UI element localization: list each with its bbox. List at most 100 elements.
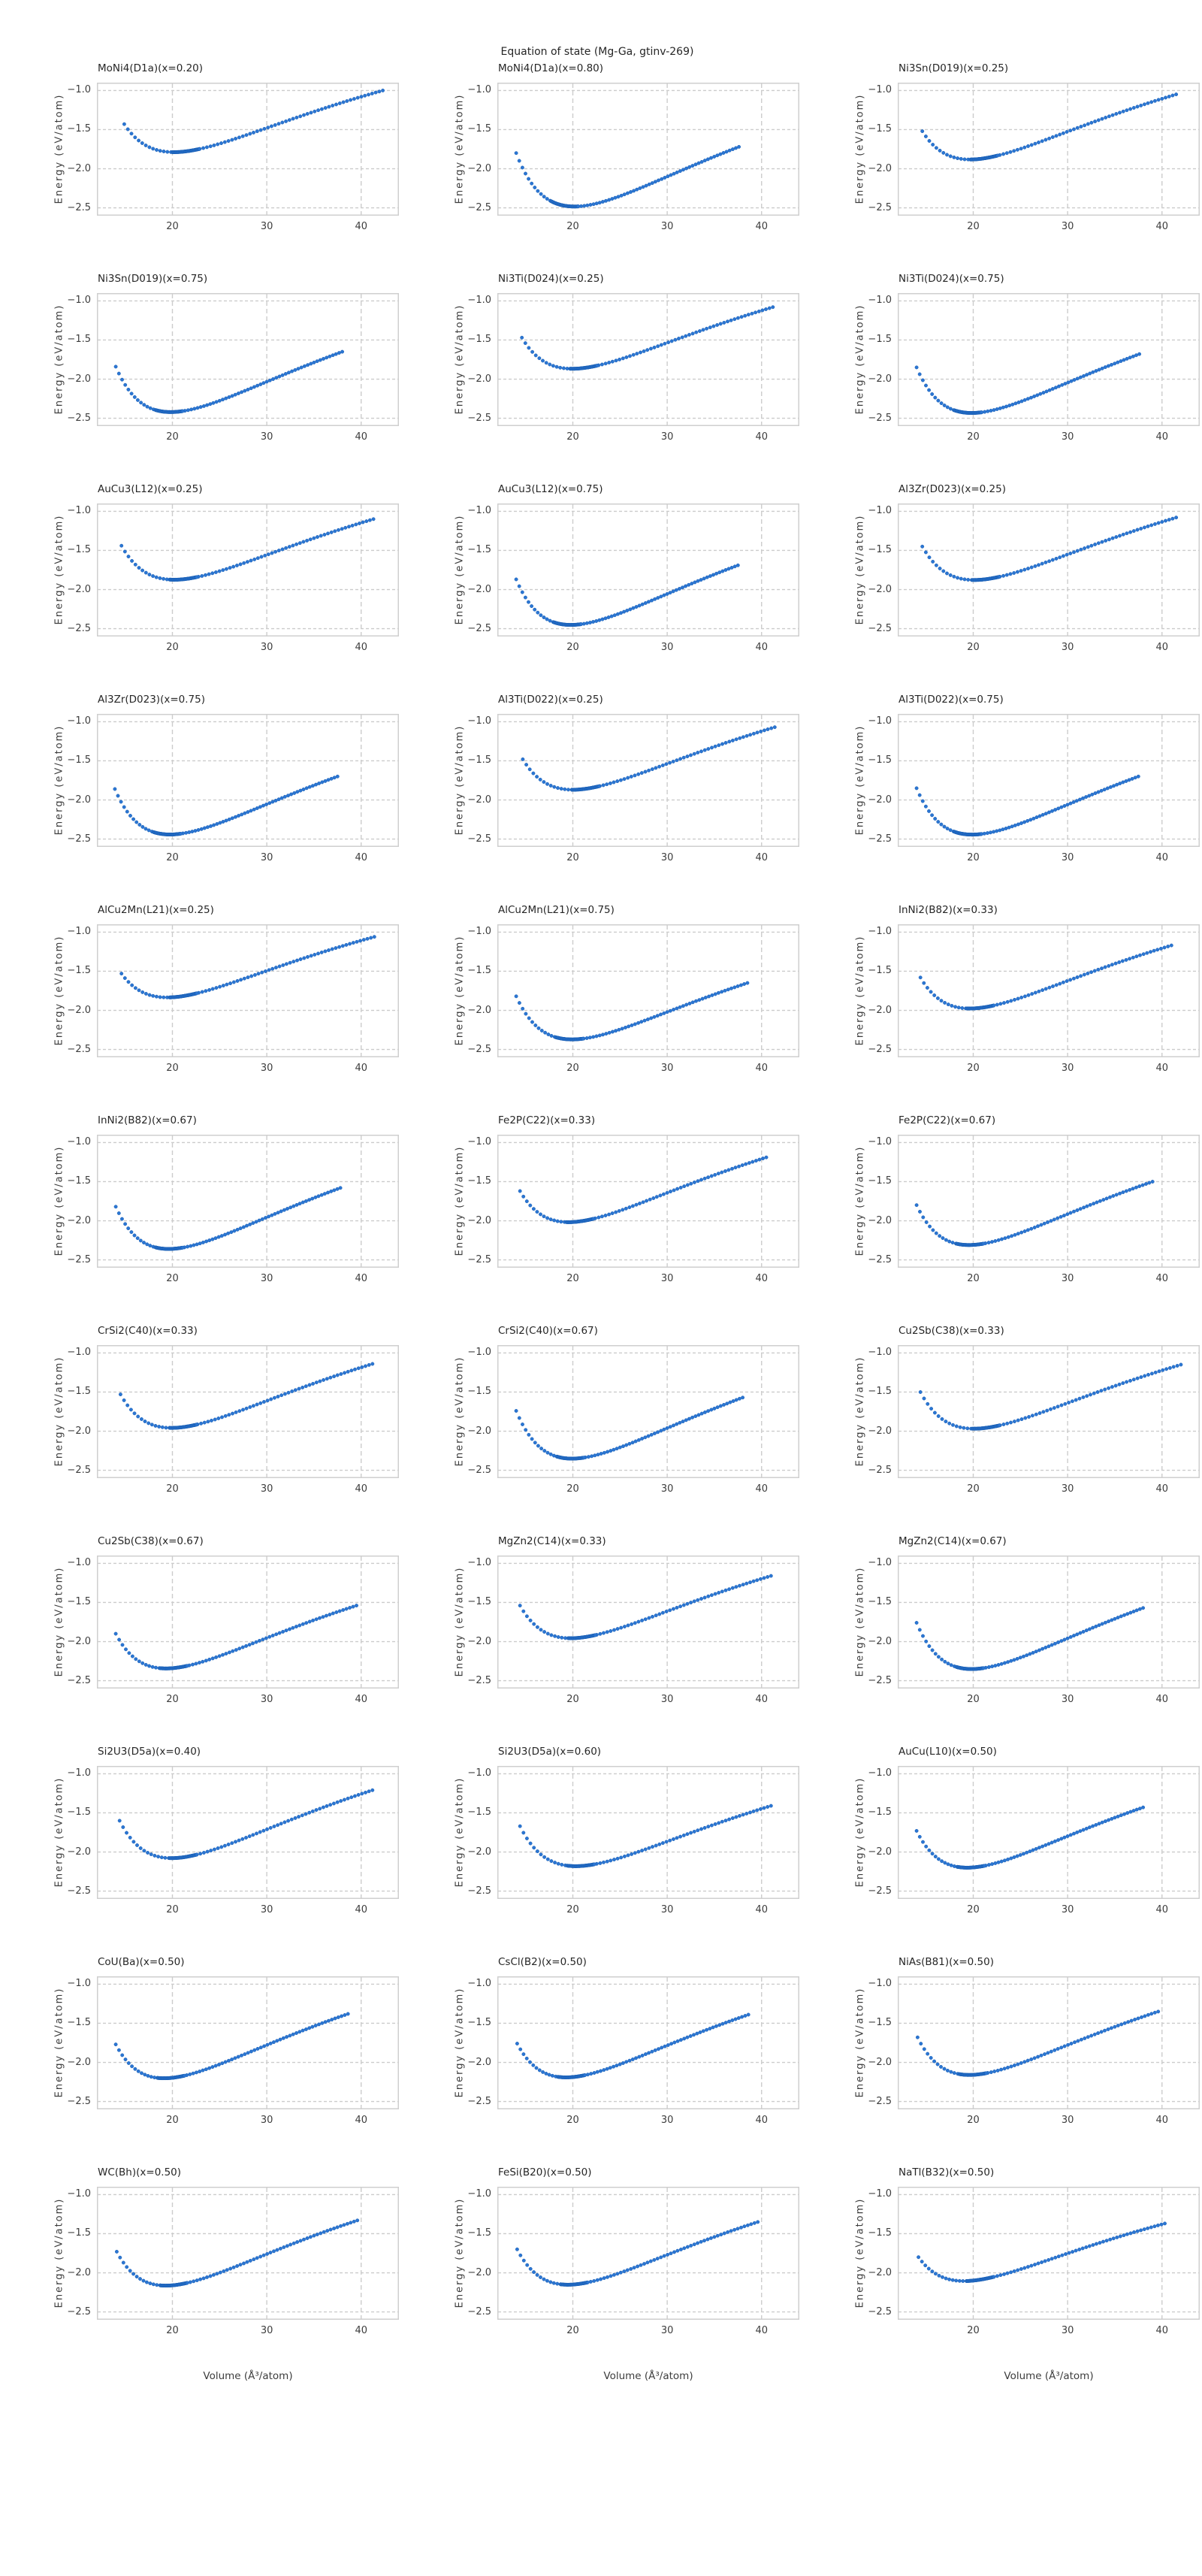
y-tick-label: −1.0 [868,1978,892,1990]
axes-spines [898,503,1200,636]
x-tick-label: 40 [355,1904,368,1915]
x-tick-label: 20 [566,1904,579,1915]
scatter-series [117,1788,375,1861]
scatter-series [114,2218,360,2288]
y-tick-label: −1.5 [67,334,91,346]
y-tick-label: −1.0 [868,715,892,727]
y-axis-label: Energy (eV/atom) [454,514,466,625]
plot-area [497,1976,799,2109]
x-tick-label: 30 [1061,431,1074,443]
x-tick-label: 20 [566,221,579,232]
x-tick-label: 20 [566,2115,579,2126]
eos-subplot: MoNi4(D1a)(x=0.80) Energy (eV/atom) −1.0 −1… [400,51,801,262]
figure-title: Equation of state (Mg-Ga, gtinv-269) [500,46,694,58]
x-tick-label: 30 [260,642,273,653]
plot-area [898,2187,1200,2320]
y-tick-label: −2.0 [868,1214,892,1226]
grid-lines [98,1135,398,1267]
axes-spines [97,924,399,1057]
y-axis-label: Energy (eV/atom) [454,1987,466,2098]
x-tick-label: 30 [260,2115,273,2126]
grid-lines [898,83,1199,215]
axes-spines [898,1766,1200,1899]
y-tick-label: −1.5 [467,2227,491,2239]
grid-lines [898,925,1199,1057]
x-tick-label: 40 [1155,1694,1169,1705]
x-tick-label: 30 [660,221,674,232]
y-tick-label: −2.5 [467,2305,491,2317]
x-tick-label: 30 [660,1273,674,1284]
y-tick-label: −2.0 [868,373,892,385]
y-tick-label: −1.5 [467,334,491,346]
y-tick-label: −1.0 [67,2188,91,2200]
plot-area [97,503,399,636]
grid-lines [898,2187,1199,2319]
subplot-title: Al3Ti(D022)(x=0.75) [898,694,1004,706]
x-tick-label: 30 [260,1904,273,1915]
y-tick-label: −1.0 [868,295,892,307]
grid-lines [98,1977,398,2109]
plot-area [898,83,1200,216]
eos-subplot: MgZn2(C14)(x=0.67) Energy (eV/atom) −1.0 −1… [801,1524,1201,1734]
y-tick-label: −1.5 [67,754,91,766]
x-tick-label: 20 [566,642,579,653]
x-tick-label: 30 [660,1694,674,1705]
plot-area [97,2187,399,2320]
y-tick-label: −1.5 [67,1175,91,1187]
eos-subplot: Al3Ti(D022)(x=0.75) Energy (eV/atom) −1.0 −… [801,682,1201,893]
scatter-series [914,1180,1155,1247]
y-tick-label: −2.5 [467,1043,491,1055]
y-axis-label: Energy (eV/atom) [854,1145,866,1256]
grid-lines [898,715,1199,846]
y-tick-label: −2.0 [467,1635,491,1647]
y-tick-label: −2.5 [868,1043,892,1055]
y-tick-label: −2.0 [467,1004,491,1016]
y-axis-label: Energy (eV/atom) [53,1145,65,1256]
scatter-series [515,2012,750,2079]
axes-spines [497,1766,799,1899]
y-tick-label: −1.0 [868,1347,892,1359]
y-axis-label: Energy (eV/atom) [53,1566,65,1677]
subplot-title: Ni3Sn(D019)(x=0.25) [898,62,1009,74]
subplot-title: Si2U3(D5a)(x=0.60) [498,1746,602,1758]
x-tick-label: 30 [660,1904,674,1915]
y-tick-label: −1.0 [67,1978,91,1990]
y-tick-label: −2.5 [467,201,491,213]
plot-area [497,83,799,216]
scatter-series [914,774,1140,837]
x-tick-label: 20 [566,2325,579,2336]
subplot-title: MgZn2(C14)(x=0.33) [498,1535,606,1547]
x-tick-label: 40 [355,1694,368,1705]
eos-subplot: Cu2Sb(C38)(x=0.33) Energy (eV/atom) −1.0 −1… [801,1314,1201,1524]
y-tick-label: −1.0 [67,1767,91,1779]
x-tick-label: 40 [755,1063,769,1074]
y-axis-label: Energy (eV/atom) [53,2197,65,2308]
eos-subplot: Ni3Ti(D024)(x=0.75) Energy (eV/atom) −1.0 −… [801,262,1201,472]
plot-area [97,1345,399,1478]
y-tick-label: −2.0 [868,583,892,595]
y-tick-label: −1.0 [467,926,491,938]
y-tick-label: −2.5 [868,1464,892,1476]
x-tick-label: 40 [355,852,368,863]
x-tick-label: 40 [355,642,368,653]
y-tick-label: −2.5 [467,1885,491,1897]
y-tick-label: −2.0 [467,162,491,174]
y-axis-label: Energy (eV/atom) [454,724,466,836]
x-tick-label: 40 [355,2325,368,2336]
eos-subplot: NiAs(B81)(x=0.50) Energy (eV/atom) −1.0 −1.… [801,1945,1201,2155]
y-tick-label: −2.0 [67,1425,91,1437]
axes-spines [97,293,399,426]
y-tick-label: −2.0 [467,1425,491,1437]
scatter-series [918,1362,1183,1431]
subplot-title: AuCu3(L12)(x=0.25) [98,483,203,495]
plot-area [898,1135,1200,1268]
y-tick-label: −2.5 [67,201,91,213]
subplot-title: AlCu2Mn(L21)(x=0.75) [498,904,615,916]
eos-subplot: InNi2(B82)(x=0.33) Energy (eV/atom) −1.0 −1… [801,893,1201,1103]
y-axis-label: Energy (eV/atom) [854,724,866,836]
y-tick-label: −1.0 [467,295,491,307]
x-tick-label: 20 [166,431,179,443]
y-tick-label: −2.0 [868,1004,892,1016]
y-tick-label: −2.5 [67,1674,91,1686]
y-tick-label: −1.0 [67,295,91,307]
